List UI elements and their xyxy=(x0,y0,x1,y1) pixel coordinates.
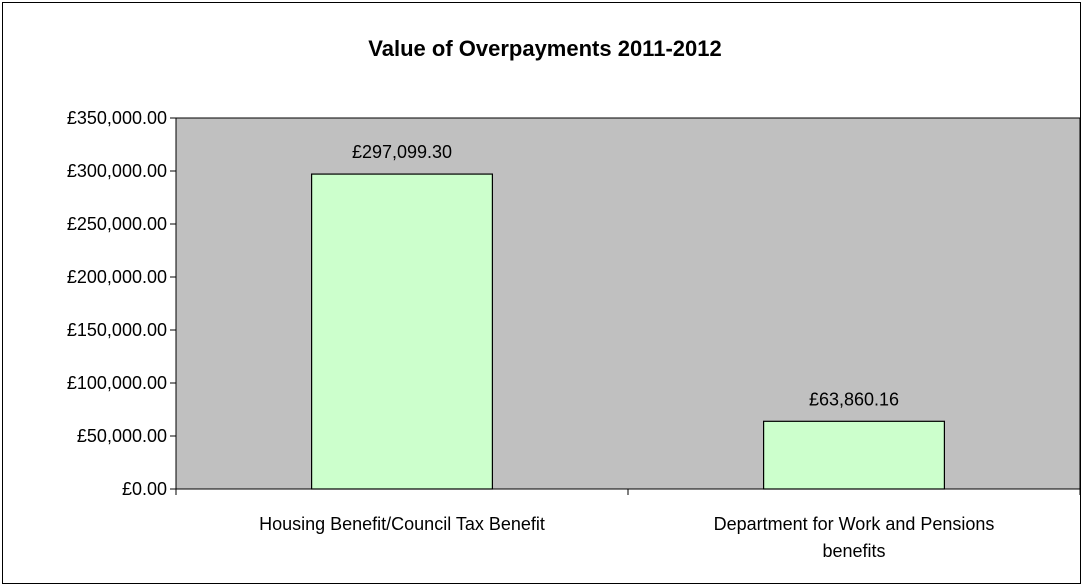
x-category-label: Department for Work and Pensions xyxy=(714,514,995,534)
y-tick-label: £50,000.00 xyxy=(77,426,167,446)
y-tick-label: £0.00 xyxy=(122,479,167,499)
y-tick-label: £300,000.00 xyxy=(67,161,167,181)
chart-title: Value of Overpayments 2011-2012 xyxy=(368,36,721,61)
y-tick-label: £250,000.00 xyxy=(67,214,167,234)
bar xyxy=(311,173,494,490)
y-tick-label: £350,000.00 xyxy=(67,108,167,128)
bar xyxy=(762,420,945,490)
data-label: £63,860.16 xyxy=(809,389,899,409)
x-axis: Housing Benefit/Council Tax Benefit Depar… xyxy=(175,488,1081,561)
bars: £297,099.30 £63,860.16 xyxy=(311,142,945,490)
y-axis: £0.00 £50,000.00 £100,000.00 £150,000.00 £20… xyxy=(67,108,177,499)
y-tick-label: £200,000.00 xyxy=(67,267,167,287)
y-tick-label: £100,000.00 xyxy=(67,373,167,393)
data-label: £297,099.30 xyxy=(352,142,452,162)
y-tick-label: £150,000.00 xyxy=(67,320,167,340)
x-category-label: benefits xyxy=(822,541,885,561)
x-category-label: Housing Benefit/Council Tax Benefit xyxy=(259,514,545,534)
